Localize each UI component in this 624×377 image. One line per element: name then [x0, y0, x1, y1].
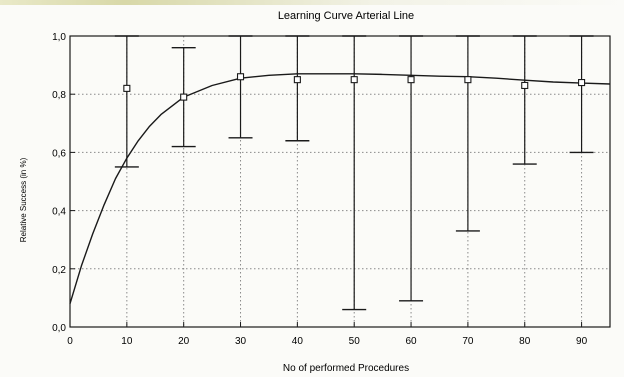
- data-point-marker: [350, 76, 358, 84]
- fit-curve-group: [69, 73, 611, 304]
- x-tick-label: 50: [349, 336, 361, 347]
- grid: [70, 36, 610, 327]
- plot-frame: [69, 35, 611, 328]
- data-point-marker: [180, 93, 188, 101]
- x-tick-label: 10: [121, 336, 133, 347]
- data-point-marker: [123, 84, 131, 92]
- x-tick-label: 80: [519, 336, 531, 347]
- y-tick-label: 0,8: [52, 90, 66, 101]
- y-tick-label: 0,2: [52, 265, 66, 276]
- data-point-marker: [236, 73, 245, 81]
- x-tick-label: 60: [405, 336, 417, 347]
- error-bars: [114, 35, 594, 311]
- data-point-marker: [578, 79, 586, 87]
- x-tick-label: 0: [67, 336, 73, 347]
- y-axis-label: Relative Success (in %): [19, 157, 28, 242]
- x-tick-label: 90: [576, 336, 588, 347]
- data-markers: [123, 73, 586, 101]
- x-tick-label: 40: [292, 336, 304, 347]
- x-axis-ticks: 0 10 20 30 40 50 60 70 80 90: [67, 322, 588, 347]
- y-axis-ticks: 0,0 0,2 0,4 0,6 0,8 1,0: [52, 32, 75, 334]
- caption-strip: [0, 0, 624, 5]
- y-tick-label: 0,6: [52, 148, 66, 159]
- data-point-marker: [293, 76, 301, 84]
- y-tick-label: 0,4: [52, 207, 66, 218]
- y-tick-label: 0,0: [52, 323, 66, 334]
- data-point-marker: [464, 76, 472, 84]
- x-tick-label: 70: [462, 336, 474, 347]
- y-tick-label: 1,0: [52, 32, 66, 43]
- x-axis-label: No of performed Procedures: [283, 363, 409, 374]
- chart-title: Learning Curve Arterial Line: [278, 10, 414, 22]
- data-point-marker: [521, 81, 529, 90]
- x-tick-label: 20: [178, 336, 190, 347]
- fit-curve: [69, 73, 611, 304]
- x-tick-label: 30: [235, 336, 247, 347]
- data-point-marker: [407, 76, 415, 84]
